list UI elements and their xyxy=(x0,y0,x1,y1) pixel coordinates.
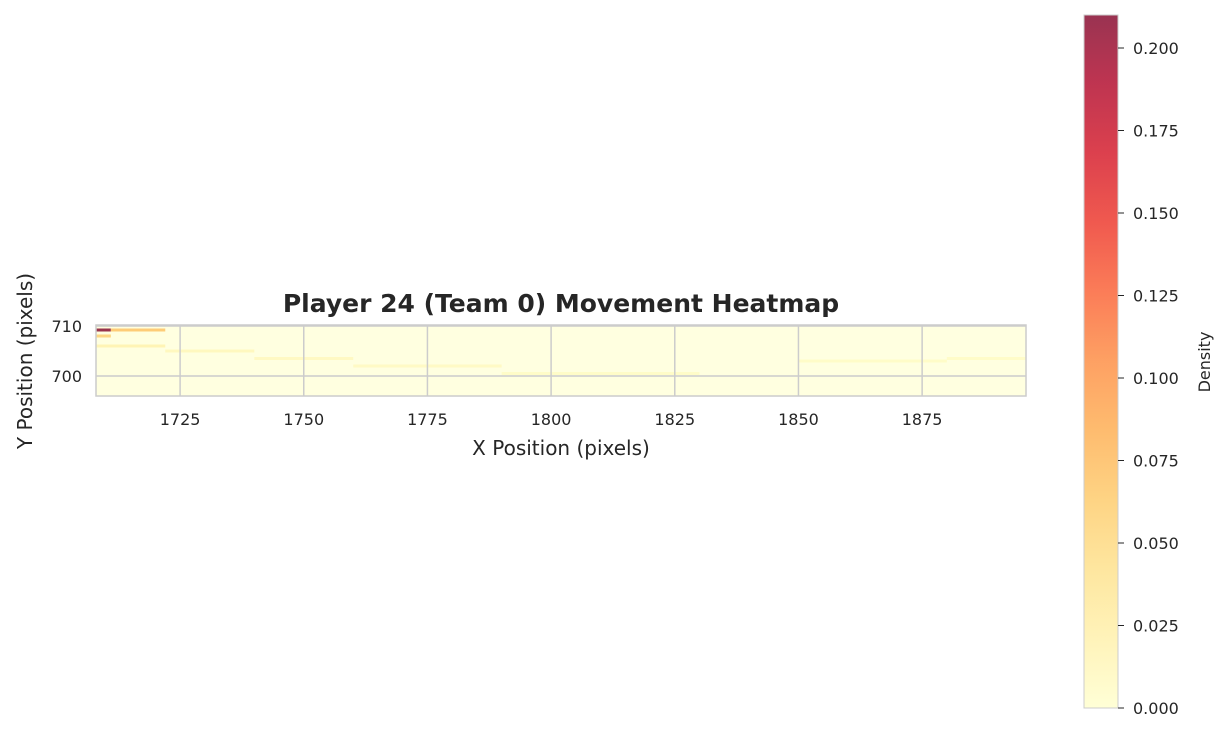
colorbar-ticks: 0.000 0.025 0.050 0.075 0.100 0.125 0.150 0.175… xyxy=(1118,39,1179,718)
colorbar-tick-label: 0.175 xyxy=(1133,122,1179,141)
colorbar-tick-label: 0.075 xyxy=(1133,452,1179,471)
y-tick-label: 700 xyxy=(51,367,82,386)
heatmap-cell xyxy=(96,334,111,338)
colorbar-tick-label: 0.200 xyxy=(1133,39,1179,58)
colorbar-tick-label: 0.150 xyxy=(1133,204,1179,223)
y-axis-ticks: 700 710 xyxy=(51,317,82,386)
heatmap-cell xyxy=(96,328,111,332)
grid-lines xyxy=(96,325,1026,396)
colorbar-tick-label: 0.025 xyxy=(1133,617,1179,636)
x-tick-label: 1850 xyxy=(778,410,819,429)
x-tick-label: 1875 xyxy=(902,410,943,429)
colorbar-tick-label: 0.125 xyxy=(1133,287,1179,306)
colorbar-tick-label: 0.100 xyxy=(1133,369,1179,388)
heatmap-cell xyxy=(165,349,255,353)
heatmap-cell xyxy=(798,359,947,363)
heatmap-cell xyxy=(96,344,166,348)
x-tick-label: 1775 xyxy=(407,410,448,429)
x-tick-label: 1825 xyxy=(654,410,695,429)
colorbar-tick-label: 0.000 xyxy=(1133,699,1179,718)
colorbar: 0.000 0.025 0.050 0.075 0.100 0.125 0.150 0.175… xyxy=(1083,14,1214,718)
x-tick-label: 1750 xyxy=(283,410,324,429)
plot-frame xyxy=(95,324,1027,397)
y-axis-label: Y Position (pixels) xyxy=(13,273,37,450)
heatmap-cell xyxy=(110,328,166,332)
heatmap-cell xyxy=(946,357,1026,360)
x-axis-ticks: 1725 1750 1775 1800 1825 1850 1875 xyxy=(160,410,943,429)
chart-title: Player 24 (Team 0) Movement Heatmap xyxy=(283,289,839,318)
y-tick-label: 710 xyxy=(51,317,82,336)
x-tick-label: 1800 xyxy=(531,410,572,429)
colorbar-label: Density xyxy=(1195,332,1214,393)
plot-area xyxy=(95,324,1027,397)
colorbar-tick-label: 0.050 xyxy=(1133,534,1179,553)
x-axis-label: X Position (pixels) xyxy=(472,436,650,460)
colorbar-gradient xyxy=(1083,14,1119,709)
heatmap-cell xyxy=(501,372,700,375)
x-tick-label: 1725 xyxy=(160,410,201,429)
